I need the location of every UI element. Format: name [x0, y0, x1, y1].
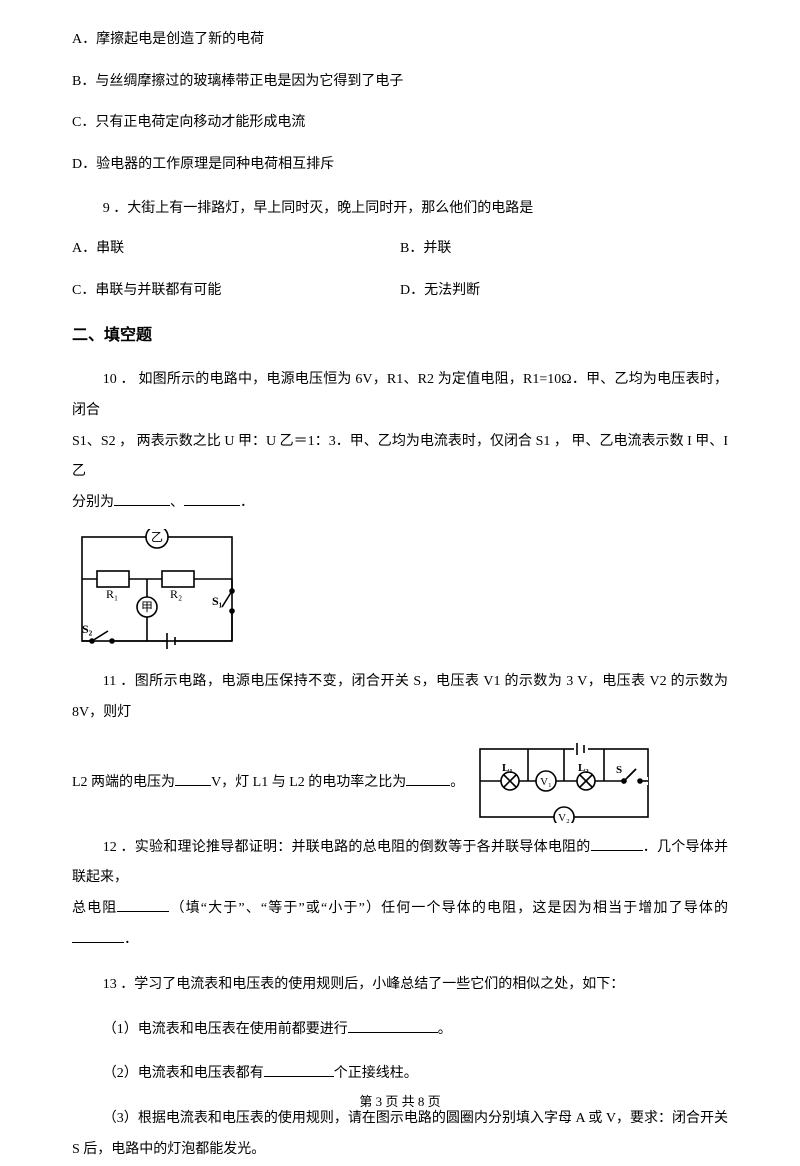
q12-blank1: [591, 836, 643, 851]
meter-mid-label: 甲: [141, 600, 153, 614]
q13-p3-text: （3）根据电流表和电压表的使用规则，请在图示电路的圆圈内分别填入字母 A 或 V…: [72, 1111, 728, 1157]
q8-option-a: A．摩擦起电是创造了新的电荷: [72, 30, 728, 50]
q10-text: 10 ． 如图所示的电路中，电源电压恒为 6V，R1、R2 为定值电阻，R1=1…: [72, 365, 728, 519]
l1-label: L₁: [502, 762, 513, 774]
l2-label: L₂: [578, 762, 589, 774]
q10-line3b: 、: [170, 495, 184, 510]
q8-option-c: C．只有正电荷定向移动才能形成电流: [72, 113, 728, 133]
q10-line3c: ．: [240, 495, 254, 510]
q13-p2-blank: [264, 1062, 334, 1077]
q10-line2: S1、S2 ， 两表示数之比 U 甲：U 乙＝1：3．甲、乙均为电流表时，仅闭合…: [72, 434, 728, 480]
q13-p1: （1）电流表和电压表在使用前都要进行 。: [72, 1015, 728, 1046]
v2-label: V₂: [558, 812, 570, 823]
q9-stem: 9 ．大街上有一排路灯，早上同时灭，晚上同时开，那么他们的电路是: [72, 196, 728, 223]
section-2-heading: 二、填空题: [72, 321, 728, 345]
q13-p2a: （2）电流表和电压表都有: [103, 1066, 264, 1081]
q12-d: （填“大于”、“等于”或“小于”）任何一个导体的电阻，这是因为相当于增加了导体的: [169, 901, 728, 916]
q12-blank3: [72, 928, 124, 943]
q10-blank2: [184, 491, 240, 506]
q11-line2c: 。: [450, 775, 464, 790]
q12-text: 12 ．实验和理论推导都证明：并联电路的总电阻的倒数等于各并联导体电阻的．几个导…: [72, 833, 728, 956]
q13-stem: 13 ．学习了电流表和电压表的使用规则后，小峰总结了一些它们的相似之处，如下：: [72, 970, 728, 1001]
q12-a: 12 ．实验和理论推导都证明：并联电路的总电阻的倒数等于各并联导体电阻的: [103, 840, 591, 855]
q11-line1: 11 ．图所示电路，电源电压保持不变，闭合开关 S，电压表 V1 的示数为 3 …: [72, 667, 728, 729]
q8-option-d: D．验电器的工作原理是同种电荷相互排斥: [72, 155, 728, 175]
q9-option-d: D．无法判断: [400, 279, 728, 299]
q11-blank1: [175, 771, 211, 786]
q9-option-c: C．串联与并联都有可能: [72, 279, 400, 299]
q13-p3: （3）根据电流表和电压表的使用规则，请在图示电路的圆圈内分别填入字母 A 或 V…: [72, 1104, 728, 1166]
q11-text: 11 ．图所示电路，电源电压保持不变，闭合开关 S，电压表 V1 的示数为 3 …: [72, 667, 728, 823]
q13-p1-blank: [348, 1018, 438, 1033]
page-footer: 第 3 页 共 8 页: [0, 1091, 800, 1110]
s-label: S: [616, 764, 622, 776]
q11-line2a: L2 两端的电压为: [72, 775, 175, 790]
q13-p1b: 。: [438, 1022, 452, 1037]
q10-circuit-figure: 乙 R₁ R₂ 甲 S₁ S₂: [72, 529, 728, 649]
q12-blank2: [117, 897, 169, 912]
circuit-diagram-1: 乙 R₁ R₂ 甲 S₁ S₂: [72, 529, 242, 649]
q8-option-b: B．与丝绸摩擦过的玻璃棒带正电是因为它得到了电子: [72, 72, 728, 92]
q9-row1: A．串联 B．并联: [72, 237, 728, 257]
v1-label: V₁: [540, 776, 552, 788]
q10-line3a: 分别为: [72, 495, 114, 510]
r1-label: R₁: [106, 587, 118, 601]
q13-p2: （2）电流表和电压表都有 个正接线柱。: [72, 1059, 728, 1090]
s2-label: S₂: [82, 622, 93, 636]
r2-label: R₂: [170, 587, 182, 601]
q13-p2b: 个正接线柱。: [334, 1066, 418, 1081]
q12-e: ．: [124, 932, 138, 947]
q9-option-b: B．并联: [400, 237, 728, 257]
q13-p1a: （1）电流表和电压表在使用前都要进行: [103, 1022, 348, 1037]
page: A．摩擦起电是创造了新的电荷 B．与丝绸摩擦过的玻璃棒带正电是因为它得到了电子 …: [0, 0, 800, 1132]
q12-c: 总电阻: [72, 901, 117, 916]
q10-line1: 10 ． 如图所示的电路中，电源电压恒为 6V，R1、R2 为定值电阻，R1=1…: [72, 372, 728, 418]
q10-blank1: [114, 491, 170, 506]
meter-top-label: 乙: [151, 530, 163, 544]
q11-blank2: [406, 771, 450, 786]
s1-label: S₁: [212, 594, 223, 608]
q9-option-a: A．串联: [72, 237, 400, 257]
q11-line2b: V，灯 L1 与 L2 的电功率之比为: [211, 775, 406, 790]
q9-row2: C．串联与并联都有可能 D．无法判断: [72, 279, 728, 299]
q11-circuit-figure: L₁ V₁ L₂ S V₂: [474, 743, 654, 823]
circuit-diagram-2: L₁ V₁ L₂ S V₂: [474, 743, 654, 823]
